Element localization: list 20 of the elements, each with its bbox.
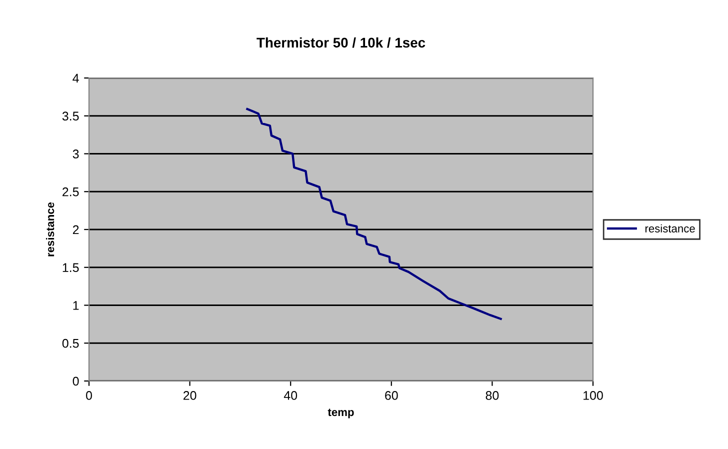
y-axis-title: resistance	[46, 202, 54, 256]
x-tick-label: 0	[86, 391, 92, 400]
y-tick-label: 1.5	[62, 263, 79, 272]
x-tick-label: 100	[584, 391, 603, 400]
y-tick-label: 2	[72, 225, 79, 234]
y-tick-label: 0.5	[62, 338, 79, 348]
legend-label: resistance	[645, 224, 695, 232]
y-tick-label: 0	[72, 376, 79, 386]
line-series	[246, 108, 502, 320]
chart-title: Thermistor 50 / 10k / 1sec	[256, 37, 426, 48]
x-axis-title: temp	[328, 408, 354, 418]
x-tick-label: 40	[284, 391, 298, 400]
y-tick-label: 2.5	[62, 187, 79, 196]
x-tick-label: 20	[183, 391, 196, 400]
y-tick-label: 1	[73, 301, 79, 310]
x-tick-label: 60	[385, 391, 398, 400]
y-tick-label: 4	[72, 74, 79, 83]
x-tick-label: 80	[486, 391, 499, 400]
y-tick-label: 3	[72, 150, 79, 158]
y-tick-label: 3.5	[62, 112, 79, 121]
